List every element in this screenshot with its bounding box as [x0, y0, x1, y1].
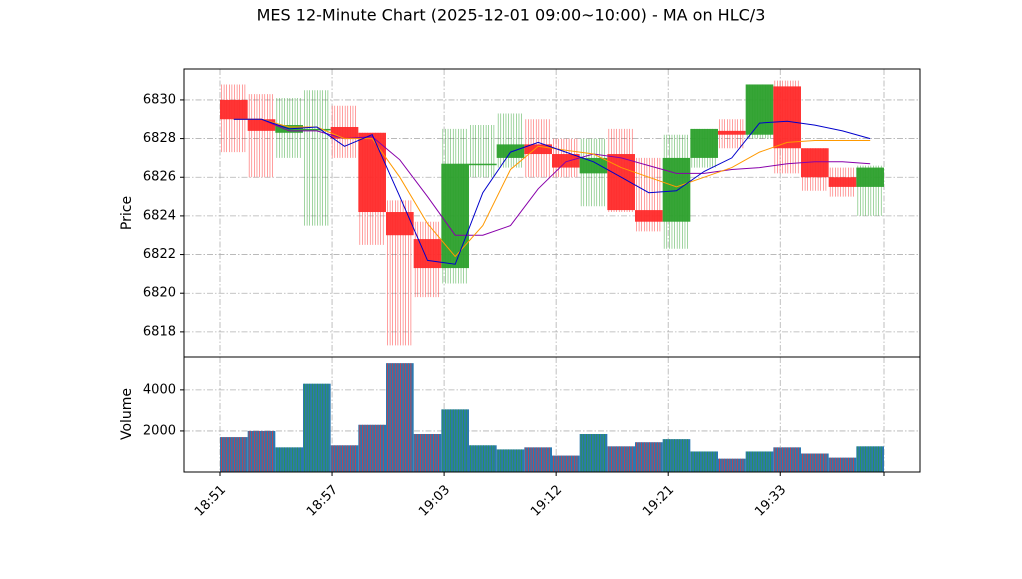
chart-title: MES 12-Minute Chart (2025-12-01 09:00~10…: [257, 6, 766, 25]
volume-bar: [745, 451, 774, 472]
volume-bar: [635, 442, 663, 472]
volume-bar: [303, 383, 331, 472]
x-tick-label: 18:51: [192, 482, 229, 519]
volume-bar-fill: [662, 439, 691, 472]
volume-bar-fill: [413, 434, 442, 472]
candle-body: [413, 239, 442, 269]
x-tick-label: 19:33: [752, 482, 789, 519]
candle-body: [856, 167, 884, 187]
volume-tick-label: 4000: [143, 382, 176, 397]
candle-body: [828, 177, 857, 187]
volume-bar-fill: [358, 424, 386, 472]
volume-bar: [386, 363, 414, 472]
volume-tick-label: 2000: [143, 423, 176, 438]
candle-body: [441, 163, 469, 269]
price-y-label: Price: [119, 196, 135, 230]
x-tick-label: 19:12: [528, 482, 565, 519]
candle-wick: [304, 90, 329, 226]
price-tick-label: 6828: [143, 131, 176, 146]
volume-bar-fill: [773, 447, 801, 472]
price-tick-label: 6824: [143, 208, 176, 223]
volume-bar: [579, 434, 608, 472]
price-tick-label: 6822: [143, 247, 176, 262]
volume-bar: [828, 457, 857, 472]
candle-body: [552, 154, 580, 168]
volume-panel: 2000 4000 Volume: [119, 356, 921, 473]
volume-bar: [552, 455, 580, 472]
volume-bar: [220, 437, 248, 472]
candle-body: [303, 128, 331, 131]
price-tick-label: 6830: [143, 92, 176, 107]
volume-bar-fill: [386, 363, 414, 472]
volume-bar: [247, 430, 276, 472]
candle-body: [718, 130, 746, 135]
candle-body: [773, 86, 801, 149]
candle-body: [745, 84, 774, 135]
volume-y-ticks: 2000 4000: [143, 382, 184, 438]
volume-bar-fill: [579, 434, 608, 472]
x-axis-ticks: 18:51 18:57 19:03 19:12 19:21 19:33: [192, 472, 885, 520]
price-y-ticks: 6818 6820 6822 6824 6826 6828 6830: [143, 92, 184, 339]
ma-mid-line: [233, 118, 871, 258]
volume-bar: [662, 439, 691, 472]
price-tick-label: 6826: [143, 170, 176, 185]
moving-averages: [233, 118, 871, 265]
candle-body: [469, 163, 497, 166]
volume-bar: [773, 447, 801, 472]
candle-body: [358, 132, 386, 213]
x-tick-label: 19:21: [640, 482, 677, 519]
price-tick-label: 6818: [143, 324, 176, 339]
volume-bar-fill: [441, 409, 469, 472]
volume-bar: [496, 449, 525, 472]
volume-bar: [856, 446, 884, 472]
candle-body: [496, 144, 525, 158]
candle-body: [247, 119, 276, 131]
volume-bar: [275, 447, 303, 472]
volume-bar: [358, 424, 386, 472]
volume-bar: [718, 458, 746, 472]
candle-body: [635, 210, 663, 222]
price-grid: [184, 69, 920, 357]
candle-body: [220, 99, 248, 120]
price-tick-label: 6820: [143, 286, 176, 301]
volume-y-label: Volume: [119, 388, 135, 440]
volume-bar: [330, 445, 359, 472]
volume-bar-fill: [856, 446, 884, 472]
ma-slow-line: [233, 118, 871, 236]
volume-bar-fill: [247, 430, 276, 472]
x-tick-label: 19:03: [416, 482, 453, 519]
candle-body: [690, 128, 718, 158]
volume-bar-fill: [469, 445, 497, 472]
candle-body: [386, 212, 414, 236]
volume-bar-fill: [330, 445, 359, 472]
price-panel: 6818 6820 6822 6824 6826 6828 6830 Price: [119, 68, 921, 358]
candle-body: [524, 144, 552, 155]
ma-fast-line: [233, 118, 871, 265]
candle-body: [662, 157, 691, 222]
volume-bar: [469, 445, 497, 472]
volume-bar: [690, 451, 718, 472]
candle-wick: [497, 113, 522, 168]
candle-wick: [248, 94, 273, 178]
volume-bar-fill: [635, 442, 663, 472]
price-candles: [220, 80, 884, 346]
x-tick-label: 18:57: [304, 482, 341, 519]
volume-bar: [413, 434, 442, 472]
volume-frame: [183, 356, 921, 473]
volume-bar: [607, 446, 635, 472]
volume-bars: [220, 363, 884, 472]
price-frame: [183, 68, 921, 358]
volume-bar-fill: [275, 447, 303, 472]
candle-wick: [470, 125, 495, 178]
volume-bar-fill: [607, 446, 635, 472]
volume-bar-fill: [220, 437, 248, 472]
volume-bar-fill: [524, 447, 552, 472]
candle-body: [330, 126, 359, 139]
volume-bar: [801, 453, 829, 472]
candle-body: [579, 157, 608, 174]
volume-bar-fill: [303, 383, 331, 472]
volume-bar: [524, 447, 552, 472]
volume-bar: [441, 409, 469, 472]
